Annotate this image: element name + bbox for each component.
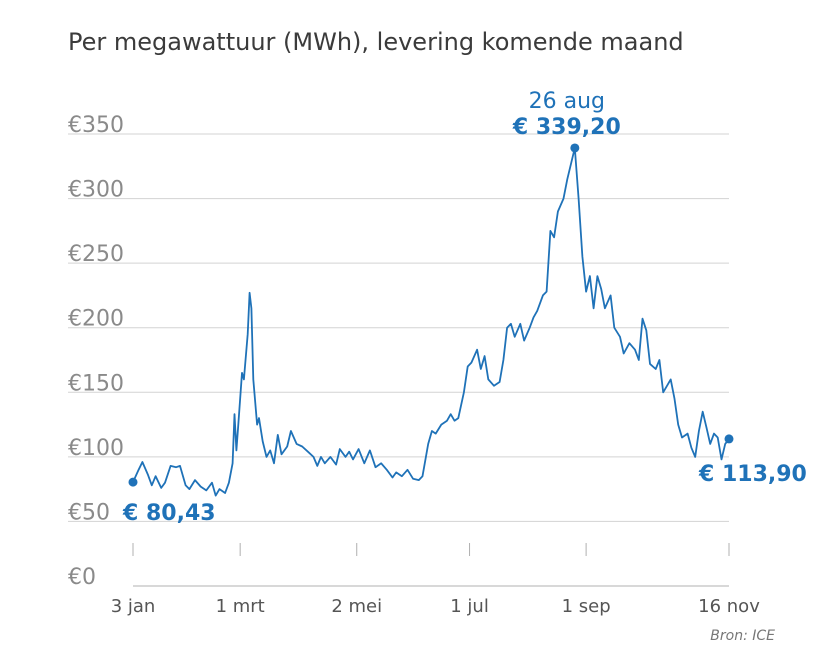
annotation-point [724, 434, 734, 444]
series-line [132, 147, 730, 497]
annotation-label: € 80,43 [122, 501, 216, 526]
gridlines [68, 133, 729, 587]
y-axis: €0 €50 €100 €150 €200 €250 €300 €350 [68, 113, 124, 590]
x-tick-label: 3 jan [111, 596, 156, 617]
chart-title: Per megawattuur (MWh), levering komende … [68, 28, 684, 56]
annotation-date: 26 aug [529, 89, 605, 114]
y-tick-label: €200 [68, 307, 124, 332]
y-tick-label: €100 [68, 436, 124, 461]
x-tick-label: 1 jul [450, 596, 489, 617]
y-tick-label: €0 [68, 565, 96, 590]
source-note: Bron: ICE [710, 628, 775, 644]
plot-area [132, 147, 730, 497]
y-tick-label: €350 [68, 113, 124, 138]
x-tick-label: 16 nov [698, 596, 760, 617]
x-tick-label: 1 sep [562, 596, 611, 617]
x-tick-label: 1 mrt [216, 596, 265, 617]
annotation-label: € 339,20 [512, 115, 621, 140]
y-tick-label: €250 [68, 242, 124, 267]
x-tick-label: 2 mei [331, 596, 382, 617]
annotation-point [128, 477, 138, 487]
annotations: € 80,43 26 aug€ 339,20 € 113,90 [122, 89, 807, 526]
y-tick-label: €150 [68, 371, 124, 396]
y-tick-label: €50 [68, 500, 110, 525]
y-tick-label: €300 [68, 178, 124, 203]
annotation-label: € 113,90 [698, 462, 807, 487]
x-axis: 3 jan 1 mrt 2 mei 1 jul 1 sep 16 nov [111, 543, 760, 617]
annotation-point [570, 143, 580, 153]
